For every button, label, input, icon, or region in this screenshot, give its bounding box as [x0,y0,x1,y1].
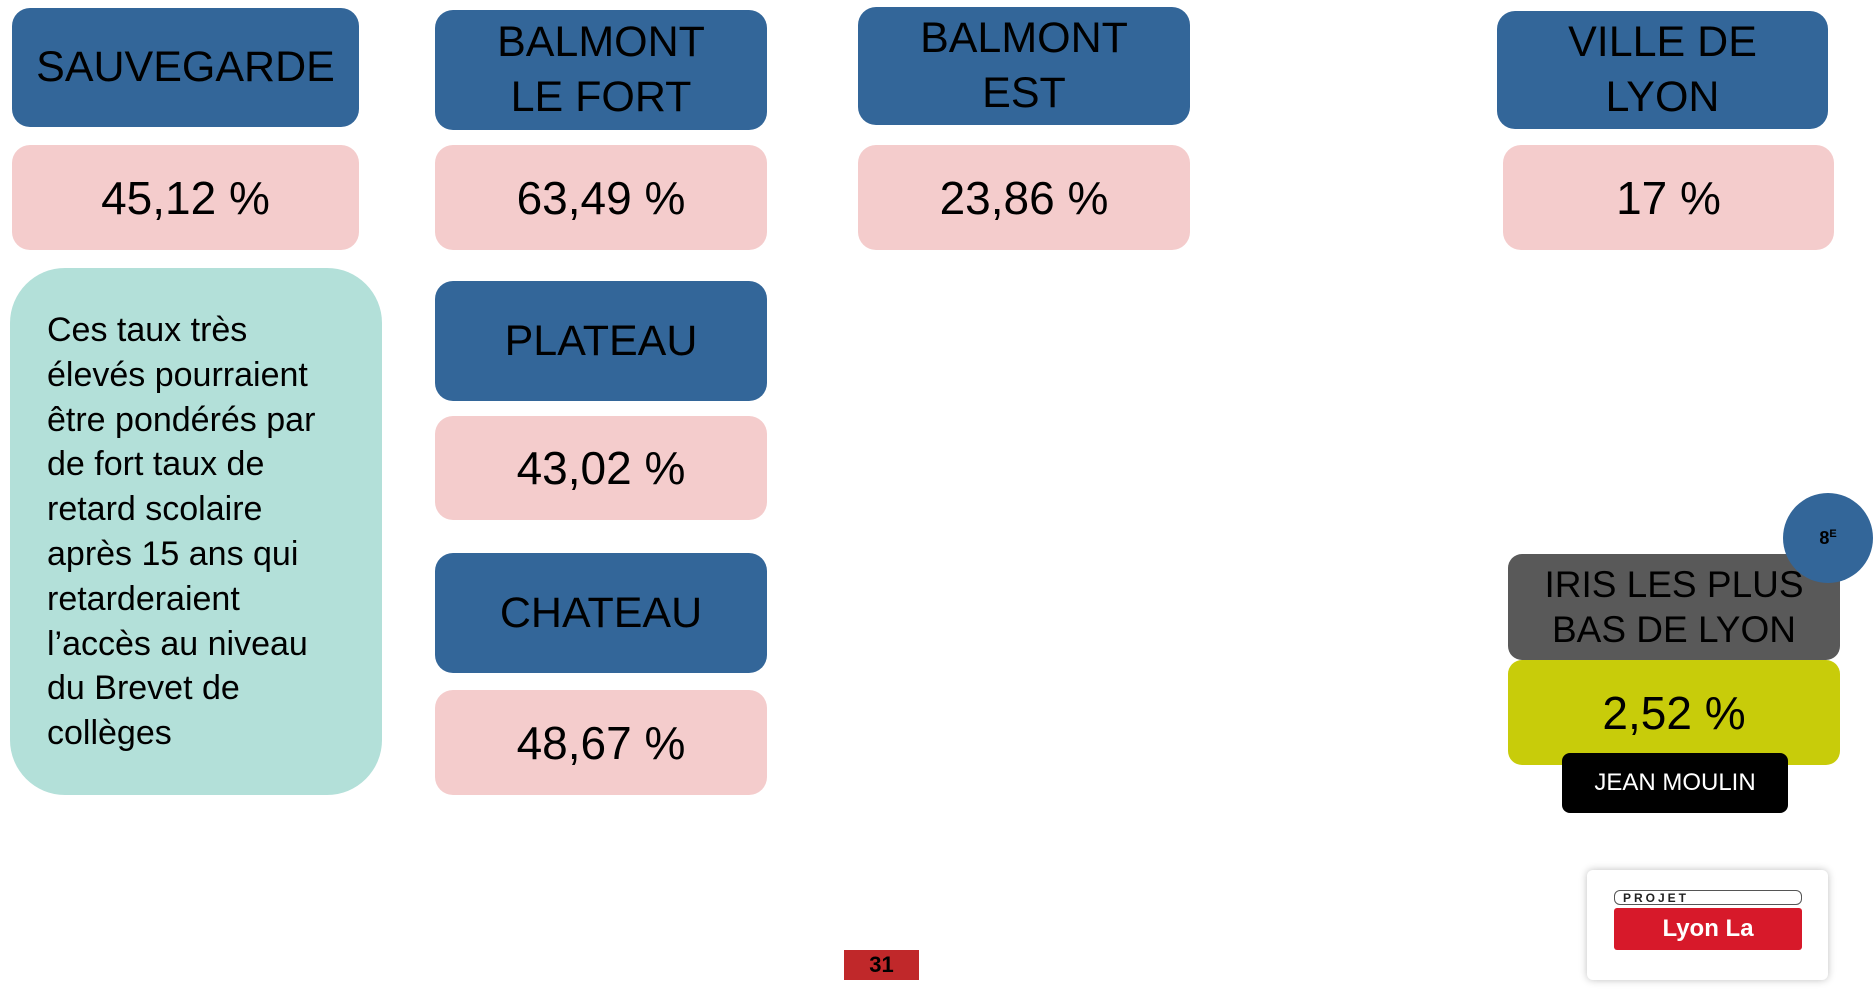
area-name: BALMONT [497,18,705,66]
area-name: VILLE DE [1568,18,1757,66]
note-line: être pondérés par [47,400,316,439]
area-name: CHATEAU [499,588,703,637]
note-line: du Brevet de [47,669,240,708]
page-number: 31 [844,950,919,980]
iris-label: BAS DE LYON [1551,609,1796,650]
area-rate: 17 % [1503,145,1834,250]
area-header: SAUVEGARDE [12,8,359,127]
area-header: BALMONT EST [858,7,1190,125]
iris-rate: 2,52 % [1508,660,1840,765]
note-line: retarderaient [47,579,240,618]
logo: PROJET Lyon La Duchère [1587,870,1828,984]
note-line: après 15 ans qui [47,534,299,573]
logo-name: Lyon La Duchère [1614,908,1802,984]
area-rate: 48,67 % [435,690,767,795]
area-rate: 43,02 % [435,416,767,520]
rank: 8 [1819,527,1830,548]
note-line: l’accès au niveau [47,624,308,663]
iris-name: JEAN MOULIN [1562,753,1788,813]
rank-suffix: E [1829,527,1837,540]
area-header: CHATEAU [435,553,767,673]
area-name: SAUVEGARDE [36,43,335,91]
note-line: de fort taux de [47,445,265,484]
area-header: PLATEAU [435,281,767,401]
note-box: Ces taux très élevés pourraient être pondé… [10,268,382,795]
area-rate: 45,12 % [12,145,359,250]
iris-label: IRIS LES PLUS [1544,564,1804,605]
note-line: élevés pourraient [47,355,308,394]
iris-header: IRIS LES PLUS BAS DE LYON [1508,554,1840,660]
rank-badge: 8E [1783,493,1873,583]
note-line: collèges [47,714,172,753]
area-rate: 23,86 % [858,145,1190,250]
note-line: Ces taux très [47,311,248,349]
area-header: VILLE DE LYON [1497,11,1828,129]
area-name: PLATEAU [504,316,698,365]
area-header: BALMONT LE FORT [435,10,767,130]
area-rate: 63,49 % [435,145,767,250]
note-line: retard scolaire [47,490,263,529]
area-name: EST [982,69,1066,117]
rank-text: 8E [1819,528,1836,549]
area-name: LYON [1605,73,1720,121]
area-name: LE FORT [510,73,692,121]
area-name: BALMONT [920,14,1128,62]
logo-top: PROJET [1614,890,1802,905]
